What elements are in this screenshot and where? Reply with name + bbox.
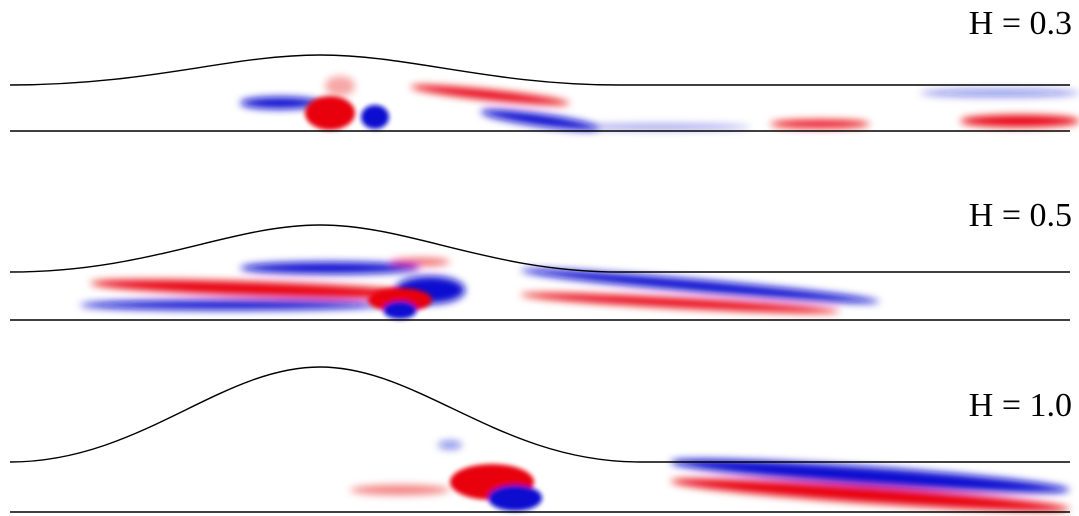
panel: H = 1.0 xyxy=(9,366,1072,513)
vorticity-field xyxy=(240,76,1079,131)
upper-wall xyxy=(9,54,1070,86)
vortex-core xyxy=(368,288,432,319)
vortex-core xyxy=(305,96,389,130)
vorticity-field xyxy=(80,258,880,313)
upper-wall xyxy=(9,366,1070,463)
panel-label: H = 1.0 xyxy=(969,387,1072,424)
panel: H = 0.5 xyxy=(9,197,1072,321)
vorticity-field xyxy=(350,441,1070,512)
panel: H = 0.3 xyxy=(9,5,1079,132)
upper-wall xyxy=(9,224,1070,273)
panel-label: H = 0.3 xyxy=(969,5,1072,42)
panel-label: H = 0.5 xyxy=(969,197,1072,234)
vortex-core xyxy=(450,464,542,511)
